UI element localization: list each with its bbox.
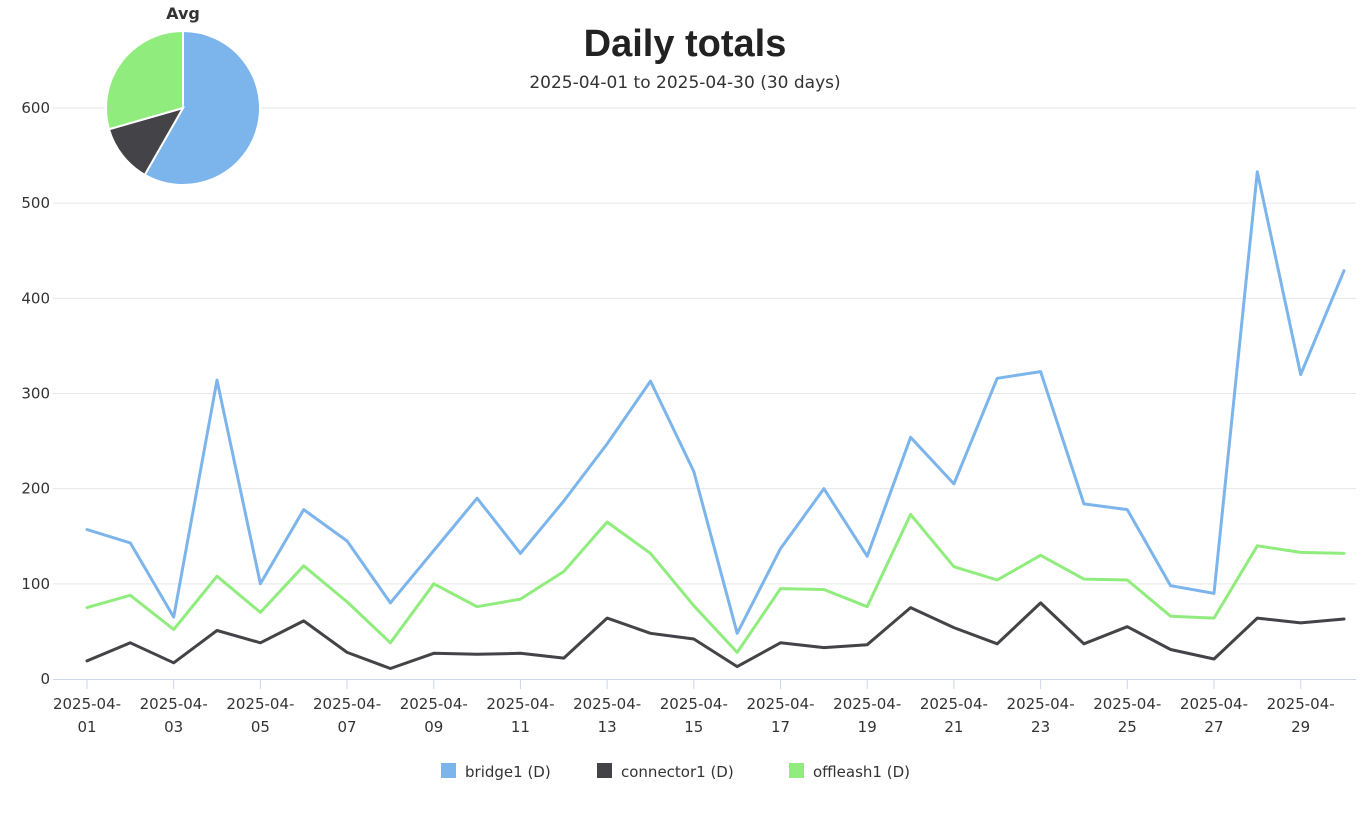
y-tick-label: 500 (21, 194, 50, 212)
y-tick-label: 400 (21, 289, 50, 307)
grid (53, 107, 1356, 585)
x-tick-label: 29 (1291, 718, 1310, 736)
x-tick-label: 01 (77, 718, 96, 736)
x-tick-label: 2025-04- (660, 695, 728, 713)
y-tick-label: 300 (21, 385, 50, 403)
x-tick-label: 2025-04- (746, 695, 814, 713)
chart-title: Daily totals (584, 23, 787, 65)
x-tick-label: 2025-04- (140, 695, 208, 713)
x-tick-label: 2025-04- (1267, 695, 1335, 713)
y-tick-label: 200 (21, 480, 50, 498)
x-tick-label: 15 (684, 718, 703, 736)
plot-area (85, 170, 1346, 670)
legend-swatch (789, 763, 804, 778)
x-tick-label: 2025-04- (226, 695, 294, 713)
pie-slice-bridge1[interactable] (143, 29, 261, 186)
x-tick-label: 13 (598, 718, 617, 736)
legend-label: connector1 (D) (621, 763, 734, 781)
legend-label: bridge1 (D) (465, 763, 551, 781)
x-tick-label: 21 (944, 718, 963, 736)
x-axis: 2025-04- 01 2025-04- 03 2025-04- 05 2025-04- 07… (53, 679, 1356, 736)
legend-swatch (597, 763, 612, 778)
x-tick-label: 07 (338, 718, 357, 736)
x-tick-label: 27 (1204, 718, 1223, 736)
y-tick-label: 100 (21, 575, 50, 593)
x-tick-label: 09 (424, 718, 443, 736)
x-tick-label: 2025-04- (53, 695, 121, 713)
legend-item-bridge1[interactable]: bridge1 (D) (441, 763, 551, 781)
x-tick-label: 2025-04- (573, 695, 641, 713)
legend-swatch (441, 763, 456, 778)
x-tick-label: 2025-04- (400, 695, 468, 713)
x-tick-label: 2025-04- (1180, 695, 1248, 713)
x-tick-label: 11 (511, 718, 530, 736)
x-tick-label: 23 (1031, 718, 1050, 736)
pie-title: Avg (166, 4, 200, 23)
x-tick-label: 2025-04- (1007, 695, 1075, 713)
x-tick-label: 25 (1118, 718, 1137, 736)
x-tick-label: 2025-04- (1093, 695, 1161, 713)
legend: bridge1 (D) connector1 (D) offleash1 (D) (441, 763, 910, 781)
pie-slice-offleash1[interactable] (105, 29, 184, 131)
x-tick-label: 05 (251, 718, 270, 736)
series-line-offleash1[interactable] (85, 512, 1346, 654)
avg-pie-chart: Avg (105, 4, 261, 186)
x-tick-label: 17 (771, 718, 790, 736)
y-tick-label: 0 (40, 670, 50, 688)
x-tick-label: 2025-04- (833, 695, 901, 713)
legend-item-connector1[interactable]: connector1 (D) (597, 763, 734, 781)
x-tick-label: 2025-04- (486, 695, 554, 713)
y-axis: 0 100 200 300 400 500 600 (21, 99, 50, 688)
x-tick-label: 2025-04- (920, 695, 988, 713)
legend-item-offleash1[interactable]: offleash1 (D) (789, 763, 910, 781)
legend-label: offleash1 (D) (813, 763, 910, 781)
series-line-connector1[interactable] (85, 601, 1346, 670)
series-line-bridge1[interactable] (85, 170, 1346, 635)
x-tick-label: 2025-04- (313, 695, 381, 713)
x-tick-label: 19 (858, 718, 877, 736)
x-tick-label: 03 (164, 718, 183, 736)
y-tick-label: 600 (21, 99, 50, 117)
chart-subtitle: 2025-04-01 to 2025-04-30 (30 days) (529, 73, 840, 93)
